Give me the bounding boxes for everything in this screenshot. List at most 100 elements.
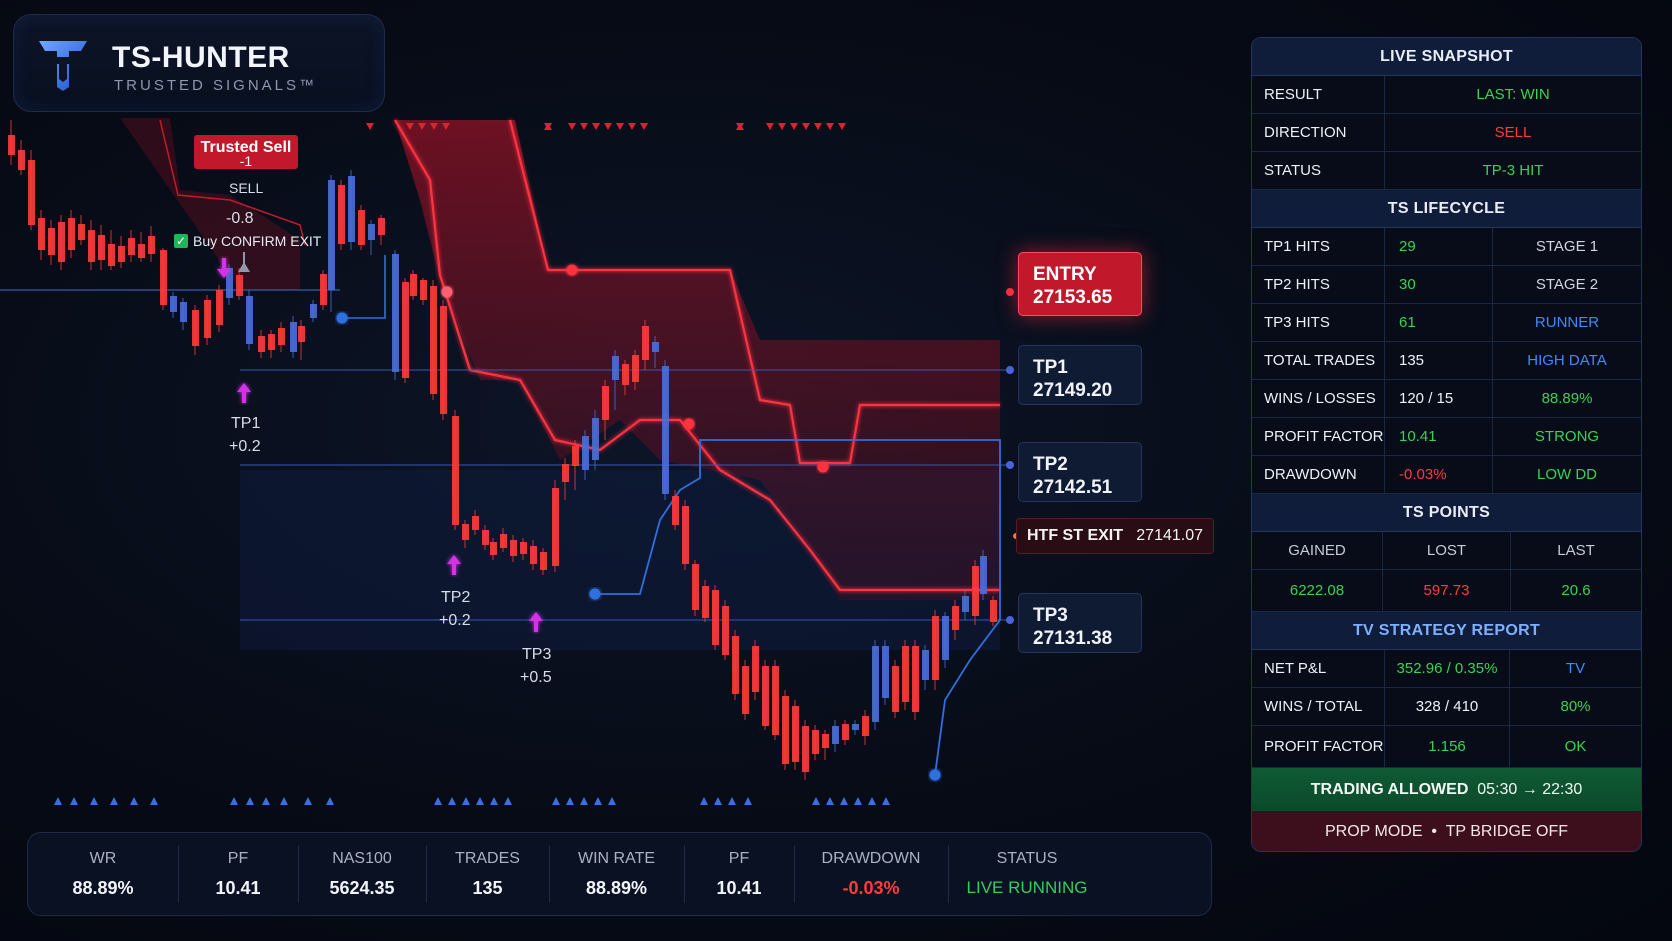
level-dot-0 xyxy=(566,264,578,276)
row-value: 135 xyxy=(1384,342,1492,379)
stat-label: STATUS xyxy=(996,850,1058,867)
sell-marker-triangle xyxy=(640,123,648,130)
stat-label: PF xyxy=(728,849,750,867)
section-header-points: TS POINTS xyxy=(1252,494,1641,532)
candle-body xyxy=(108,244,115,266)
grey-arrow-icon xyxy=(238,262,250,272)
points-value-row: 6222.08 597.73 20.6 xyxy=(1252,570,1641,612)
trading-window: 05:30 → 22:30 xyxy=(1477,781,1583,798)
candle-body xyxy=(258,336,265,352)
candle-body xyxy=(642,326,649,360)
sell-marker-triangle xyxy=(418,123,426,130)
candle-body xyxy=(48,228,55,255)
tv-row: PROFIT FACTOR 1.156 OK xyxy=(1252,726,1641,768)
points-lost: 597.73 xyxy=(1382,570,1510,611)
candle-body xyxy=(932,616,939,680)
row-note: STRONG xyxy=(1492,418,1641,455)
tp-pin-dot-1 xyxy=(1006,366,1014,374)
bottom-marker-triangle xyxy=(580,797,588,805)
row-label: DRAWDOWN xyxy=(1264,466,1357,483)
candle-body xyxy=(772,666,779,735)
prop-mode-text: PROP MODE xyxy=(1325,823,1423,840)
candle-body xyxy=(812,730,819,754)
sell-arrow-icon xyxy=(217,258,231,278)
bottom-marker-triangle xyxy=(826,797,834,805)
sell-marker-triangle xyxy=(628,123,636,130)
candle-body xyxy=(68,218,75,250)
row-note: OK xyxy=(1509,726,1641,767)
candle-body xyxy=(782,696,789,764)
tp-pin-dot-2 xyxy=(1006,461,1014,469)
buy-marker-triangle xyxy=(544,123,552,130)
stat-pf-2: PF 10.41 xyxy=(684,833,794,915)
sell-marker-triangle xyxy=(790,123,798,130)
candle-body xyxy=(78,224,85,240)
candle-body xyxy=(520,542,527,554)
lifecycle-row: DRAWDOWN -0.03% LOW DD xyxy=(1252,456,1641,494)
left-trail-line xyxy=(340,255,386,319)
tp1-level-label[interactable]: TP1 27149.20 xyxy=(1018,345,1142,405)
ts-logo-icon xyxy=(39,41,87,91)
candle-body xyxy=(378,218,385,235)
row-label: TP1 HITS xyxy=(1264,238,1330,255)
sell-marker-triangle xyxy=(592,123,600,130)
bottom-marker-triangle xyxy=(504,797,512,805)
candle-body xyxy=(118,246,125,262)
tp3-level-label[interactable]: TP3 27131.38 xyxy=(1018,593,1142,653)
row-note: LOW DD xyxy=(1492,456,1641,493)
row-note: TV xyxy=(1509,650,1641,687)
row-note: STAGE 1 xyxy=(1492,228,1641,265)
candle-body xyxy=(540,552,547,570)
candle-body xyxy=(682,506,689,564)
candle-body xyxy=(852,724,859,730)
candle-body xyxy=(962,596,969,612)
stat-label: NAS100 xyxy=(332,849,392,867)
candle-body xyxy=(462,524,469,540)
candle-body xyxy=(552,488,559,566)
candle-body xyxy=(980,556,987,594)
candle-body xyxy=(236,275,243,296)
candle-body xyxy=(204,300,211,338)
candle-body xyxy=(582,436,589,470)
row-value: 120 / 15 xyxy=(1384,380,1492,417)
tp2-marker-gain: +0.2 xyxy=(439,612,471,629)
candle-body xyxy=(500,534,507,548)
candle-body xyxy=(490,542,497,555)
bottom-marker-triangle xyxy=(608,797,616,805)
candle-body xyxy=(842,724,849,740)
stat-status: STATUS LIVE RUNNING xyxy=(948,833,1106,915)
bottom-marker-triangle xyxy=(304,797,312,805)
stat-wr: WR 88.89% xyxy=(28,833,178,915)
tp2-level-label[interactable]: TP2 27142.51 xyxy=(1018,442,1142,502)
stat-value: 135 xyxy=(472,877,503,898)
candle-body xyxy=(632,355,639,382)
lifecycle-row: TOTAL TRADES 135 HIGH DATA xyxy=(1252,342,1641,380)
candle-body xyxy=(872,646,879,722)
candle-body xyxy=(298,326,305,342)
candle-body xyxy=(662,366,669,494)
bottom-marker-triangle xyxy=(246,797,254,805)
lifecycle-row: PROFIT FACTOR 10.41 STRONG xyxy=(1252,418,1641,456)
section-header-tv-report: TV STRATEGY REPORT xyxy=(1252,612,1641,650)
stat-win-rate: WIN RATE 88.89% xyxy=(549,833,684,915)
level-dot-6 xyxy=(441,286,453,298)
row-note: 88.89% xyxy=(1492,380,1641,417)
bottom-marker-triangle xyxy=(54,797,62,805)
snapshot-row-status: STATUS TP-3 HIT xyxy=(1252,152,1641,190)
htf-exit-label[interactable]: HTF ST EXIT 27141.07 xyxy=(1016,518,1214,554)
entry-level-label[interactable]: ENTRY 27153.65 xyxy=(1018,252,1142,316)
candle-body xyxy=(246,296,253,344)
sell-marker-triangle xyxy=(826,123,834,130)
candle-body xyxy=(742,666,749,714)
points-col-header: LOST xyxy=(1382,532,1510,569)
candle-body xyxy=(410,274,417,296)
tp1-arrow-icon xyxy=(237,383,251,403)
level-dot-1 xyxy=(683,418,695,430)
candle-body xyxy=(310,304,317,318)
lifecycle-row: TP1 HITS 29 STAGE 1 xyxy=(1252,228,1641,266)
stat-value: 10.41 xyxy=(215,877,261,898)
row-value: 30 xyxy=(1384,266,1492,303)
htf-exit-text: HTF ST EXIT xyxy=(1027,527,1123,544)
candle-body xyxy=(192,310,199,346)
